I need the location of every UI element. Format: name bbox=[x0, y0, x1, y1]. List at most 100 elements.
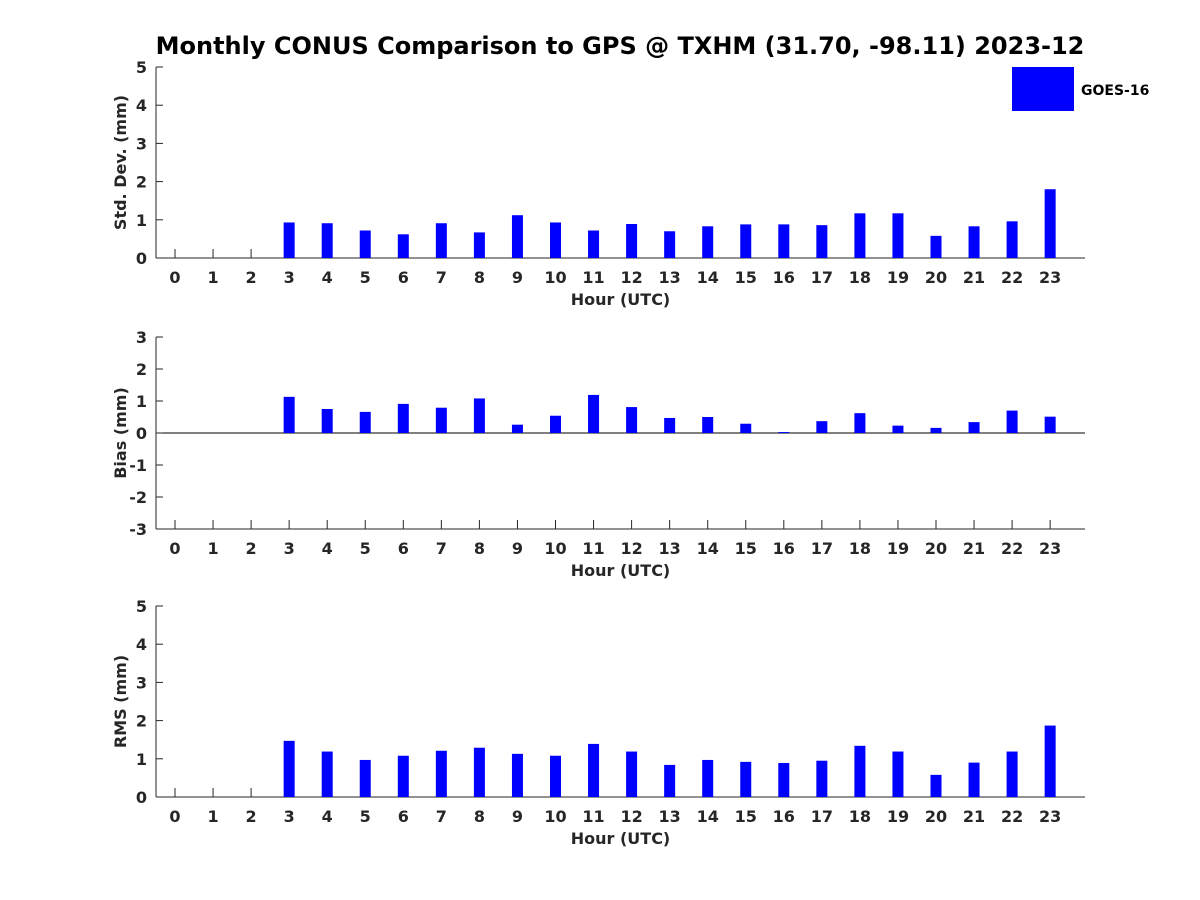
bias-bar bbox=[321, 409, 333, 433]
rms-bar bbox=[1006, 751, 1018, 797]
stddev-y-tick-label: 2 bbox=[136, 173, 147, 192]
bias-bar bbox=[511, 424, 523, 433]
bias-x-tick-label: 0 bbox=[169, 539, 180, 558]
stddev-bar bbox=[854, 213, 866, 258]
rms-bar bbox=[892, 751, 904, 797]
rms-x-tick-label: 4 bbox=[322, 807, 333, 826]
stddev-x-tick-label: 0 bbox=[169, 268, 180, 287]
stddev-bar bbox=[435, 223, 447, 258]
bias-x-tick-label: 16 bbox=[773, 539, 795, 558]
stddev-bar bbox=[664, 231, 676, 258]
bias-x-tick-label: 9 bbox=[512, 539, 523, 558]
bias-bar bbox=[892, 425, 904, 433]
rms-x-tick-label: 6 bbox=[398, 807, 409, 826]
rms-x-tick-label: 19 bbox=[887, 807, 909, 826]
rms-y-tick-label: 5 bbox=[136, 597, 147, 616]
rms-x-tick-label: 3 bbox=[284, 807, 295, 826]
rms-x-tick-label: 10 bbox=[544, 807, 566, 826]
stddev-x-tick-label: 6 bbox=[398, 268, 409, 287]
bias-bar bbox=[968, 422, 980, 433]
rms-bar bbox=[626, 751, 638, 797]
stddev-x-tick-label: 2 bbox=[246, 268, 257, 287]
bias-x-tick-label: 7 bbox=[436, 539, 447, 558]
rms-bar bbox=[930, 774, 942, 797]
rms-x-tick-label: 5 bbox=[360, 807, 371, 826]
rms-x-tick-label: 18 bbox=[849, 807, 871, 826]
stddev-x-tick-label: 9 bbox=[512, 268, 523, 287]
bias-y-axis-label: Bias (mm) bbox=[111, 387, 130, 479]
legend-label: GOES-16 bbox=[1081, 83, 1149, 99]
bias-bar bbox=[664, 417, 676, 433]
rms-x-tick-label: 17 bbox=[811, 807, 833, 826]
rms-x-tick-label: 11 bbox=[582, 807, 604, 826]
bias-x-tick-label: 18 bbox=[849, 539, 871, 558]
stddev-bar bbox=[397, 234, 409, 258]
rms-bar bbox=[702, 759, 714, 797]
bias-x-tick-label: 12 bbox=[620, 539, 642, 558]
rms-bar bbox=[588, 743, 600, 797]
rms-x-tick-label: 16 bbox=[773, 807, 795, 826]
rms-y-axis-label: RMS (mm) bbox=[111, 655, 130, 748]
stddev-x-tick-label: 19 bbox=[887, 268, 909, 287]
stddev-bar bbox=[321, 223, 333, 258]
rms-bar bbox=[816, 760, 828, 797]
stddev-x-tick-label: 20 bbox=[925, 268, 947, 287]
stddev-bar bbox=[702, 226, 714, 258]
bias-bar bbox=[359, 411, 371, 433]
bias-bar bbox=[702, 417, 714, 433]
bias-bar bbox=[435, 407, 447, 433]
stddev-x-tick-label: 5 bbox=[360, 268, 371, 287]
rms-bar bbox=[283, 740, 295, 797]
stddev-y-axis-label: Std. Dev. (mm) bbox=[111, 95, 130, 230]
stddev-bar bbox=[968, 226, 980, 258]
stddev-x-tick-label: 3 bbox=[284, 268, 295, 287]
stddev-y-tick-label: 0 bbox=[136, 249, 147, 268]
rms-bar bbox=[968, 762, 980, 797]
bias-x-tick-label: 1 bbox=[207, 539, 218, 558]
stddev-x-tick-label: 16 bbox=[773, 268, 795, 287]
rms-bar bbox=[359, 759, 371, 797]
stddev-bar bbox=[511, 215, 523, 258]
rms-y-tick-label: 3 bbox=[136, 673, 147, 692]
rms-x-tick-label: 13 bbox=[659, 807, 681, 826]
stddev-bar bbox=[626, 224, 638, 258]
bias-bar bbox=[588, 394, 600, 433]
bias-x-tick-label: 22 bbox=[1001, 539, 1023, 558]
rms-bar bbox=[435, 750, 447, 797]
stddev-x-axis-label: Hour (UTC) bbox=[571, 290, 671, 309]
rms-bar bbox=[550, 755, 561, 797]
rms-bar bbox=[740, 761, 752, 797]
rms-y-tick-label: 2 bbox=[136, 712, 147, 731]
rms-y-tick-label: 4 bbox=[136, 635, 147, 654]
bias-x-tick-label: 5 bbox=[360, 539, 371, 558]
legend-swatch bbox=[1012, 67, 1074, 111]
bias-y-tick-label: -3 bbox=[129, 520, 147, 539]
rms-y-tick-label: 0 bbox=[136, 788, 147, 807]
stddev-x-tick-label: 13 bbox=[659, 268, 681, 287]
stddev-x-tick-label: 23 bbox=[1039, 268, 1061, 287]
rms-x-tick-label: 14 bbox=[697, 807, 719, 826]
bias-x-tick-label: 21 bbox=[963, 539, 985, 558]
bias-bar bbox=[550, 415, 561, 433]
stddev-x-tick-label: 4 bbox=[322, 268, 333, 287]
bias-bar bbox=[626, 407, 638, 433]
rms-x-tick-label: 20 bbox=[925, 807, 947, 826]
bias-bar bbox=[283, 396, 295, 433]
stddev-bar bbox=[1044, 189, 1056, 258]
rms-bar bbox=[1044, 725, 1056, 797]
stddev-x-tick-label: 18 bbox=[849, 268, 871, 287]
bias-x-axis-label: Hour (UTC) bbox=[571, 561, 671, 580]
stddev-bar bbox=[892, 213, 904, 258]
rms-bar bbox=[854, 745, 866, 797]
bias-bar bbox=[740, 423, 752, 433]
rms-x-tick-label: 8 bbox=[474, 807, 485, 826]
stddev-x-tick-label: 17 bbox=[811, 268, 833, 287]
rms-y-tick-label: 1 bbox=[136, 750, 147, 769]
bias-x-tick-label: 6 bbox=[398, 539, 409, 558]
bias-x-tick-label: 15 bbox=[735, 539, 757, 558]
rms-bar bbox=[778, 763, 790, 797]
stddev-y-tick-label: 4 bbox=[136, 96, 147, 115]
bias-x-tick-label: 10 bbox=[544, 539, 566, 558]
bias-bar bbox=[397, 403, 409, 433]
